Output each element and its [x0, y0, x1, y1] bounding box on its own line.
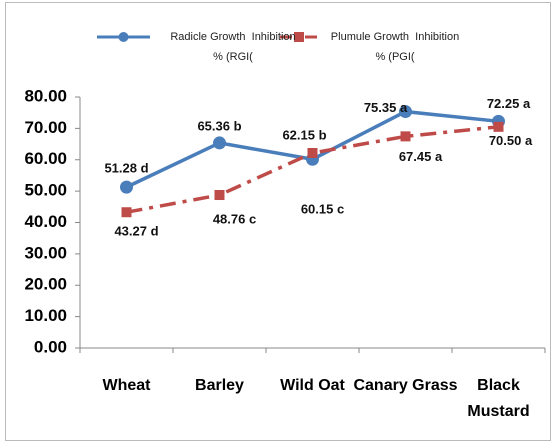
y-tick-label: 40.00 [24, 212, 67, 231]
legend-label: Radicle Growth Inhibition % (RGI( [170, 31, 296, 63]
x-tick-label: Wild Oat [280, 377, 345, 394]
marker [213, 136, 226, 150]
x-tick-label: Black Mustard [467, 377, 530, 420]
y-tick-label: 50.00 [24, 181, 67, 200]
data-label: 65.36 b [197, 118, 241, 133]
legend-marker [118, 32, 129, 42]
y-tick-label: 70.00 [24, 118, 67, 137]
marker [307, 148, 318, 159]
marker [399, 105, 412, 119]
marker [493, 121, 504, 132]
data-label: 43.27 d [114, 224, 158, 239]
y-tick-label: 30.00 [24, 243, 67, 262]
x-tick-label: Barley [195, 377, 244, 394]
x-tick-label: Wheat [102, 377, 151, 394]
y-tick-label: 80.00 [24, 86, 67, 105]
marker [400, 131, 411, 142]
data-label: 62.15 b [282, 127, 326, 142]
y-tick-label: 0.00 [34, 337, 67, 356]
x-tick-label: Canary Grass [353, 377, 458, 394]
marker [120, 180, 133, 194]
legend-marker [294, 32, 304, 42]
data-label: 48.76 c [213, 211, 256, 226]
marker [121, 207, 132, 218]
data-label: 75.35 a [364, 100, 408, 115]
y-tick-label: 60.00 [24, 149, 67, 168]
data-label: 70.50 a [489, 133, 533, 148]
legend-label: Plumule Growth Inhibition % (PGI( [330, 31, 460, 63]
data-label: 60.15 c [301, 202, 344, 217]
data-label: 51.28 d [104, 161, 148, 176]
y-tick-label: 20.00 [24, 275, 67, 294]
data-label: 67.45 a [399, 149, 443, 164]
marker [214, 190, 225, 201]
y-tick-label: 10.00 [24, 306, 67, 325]
chart-border [5, 2, 551, 441]
data-label: 72.25 a [487, 96, 531, 111]
